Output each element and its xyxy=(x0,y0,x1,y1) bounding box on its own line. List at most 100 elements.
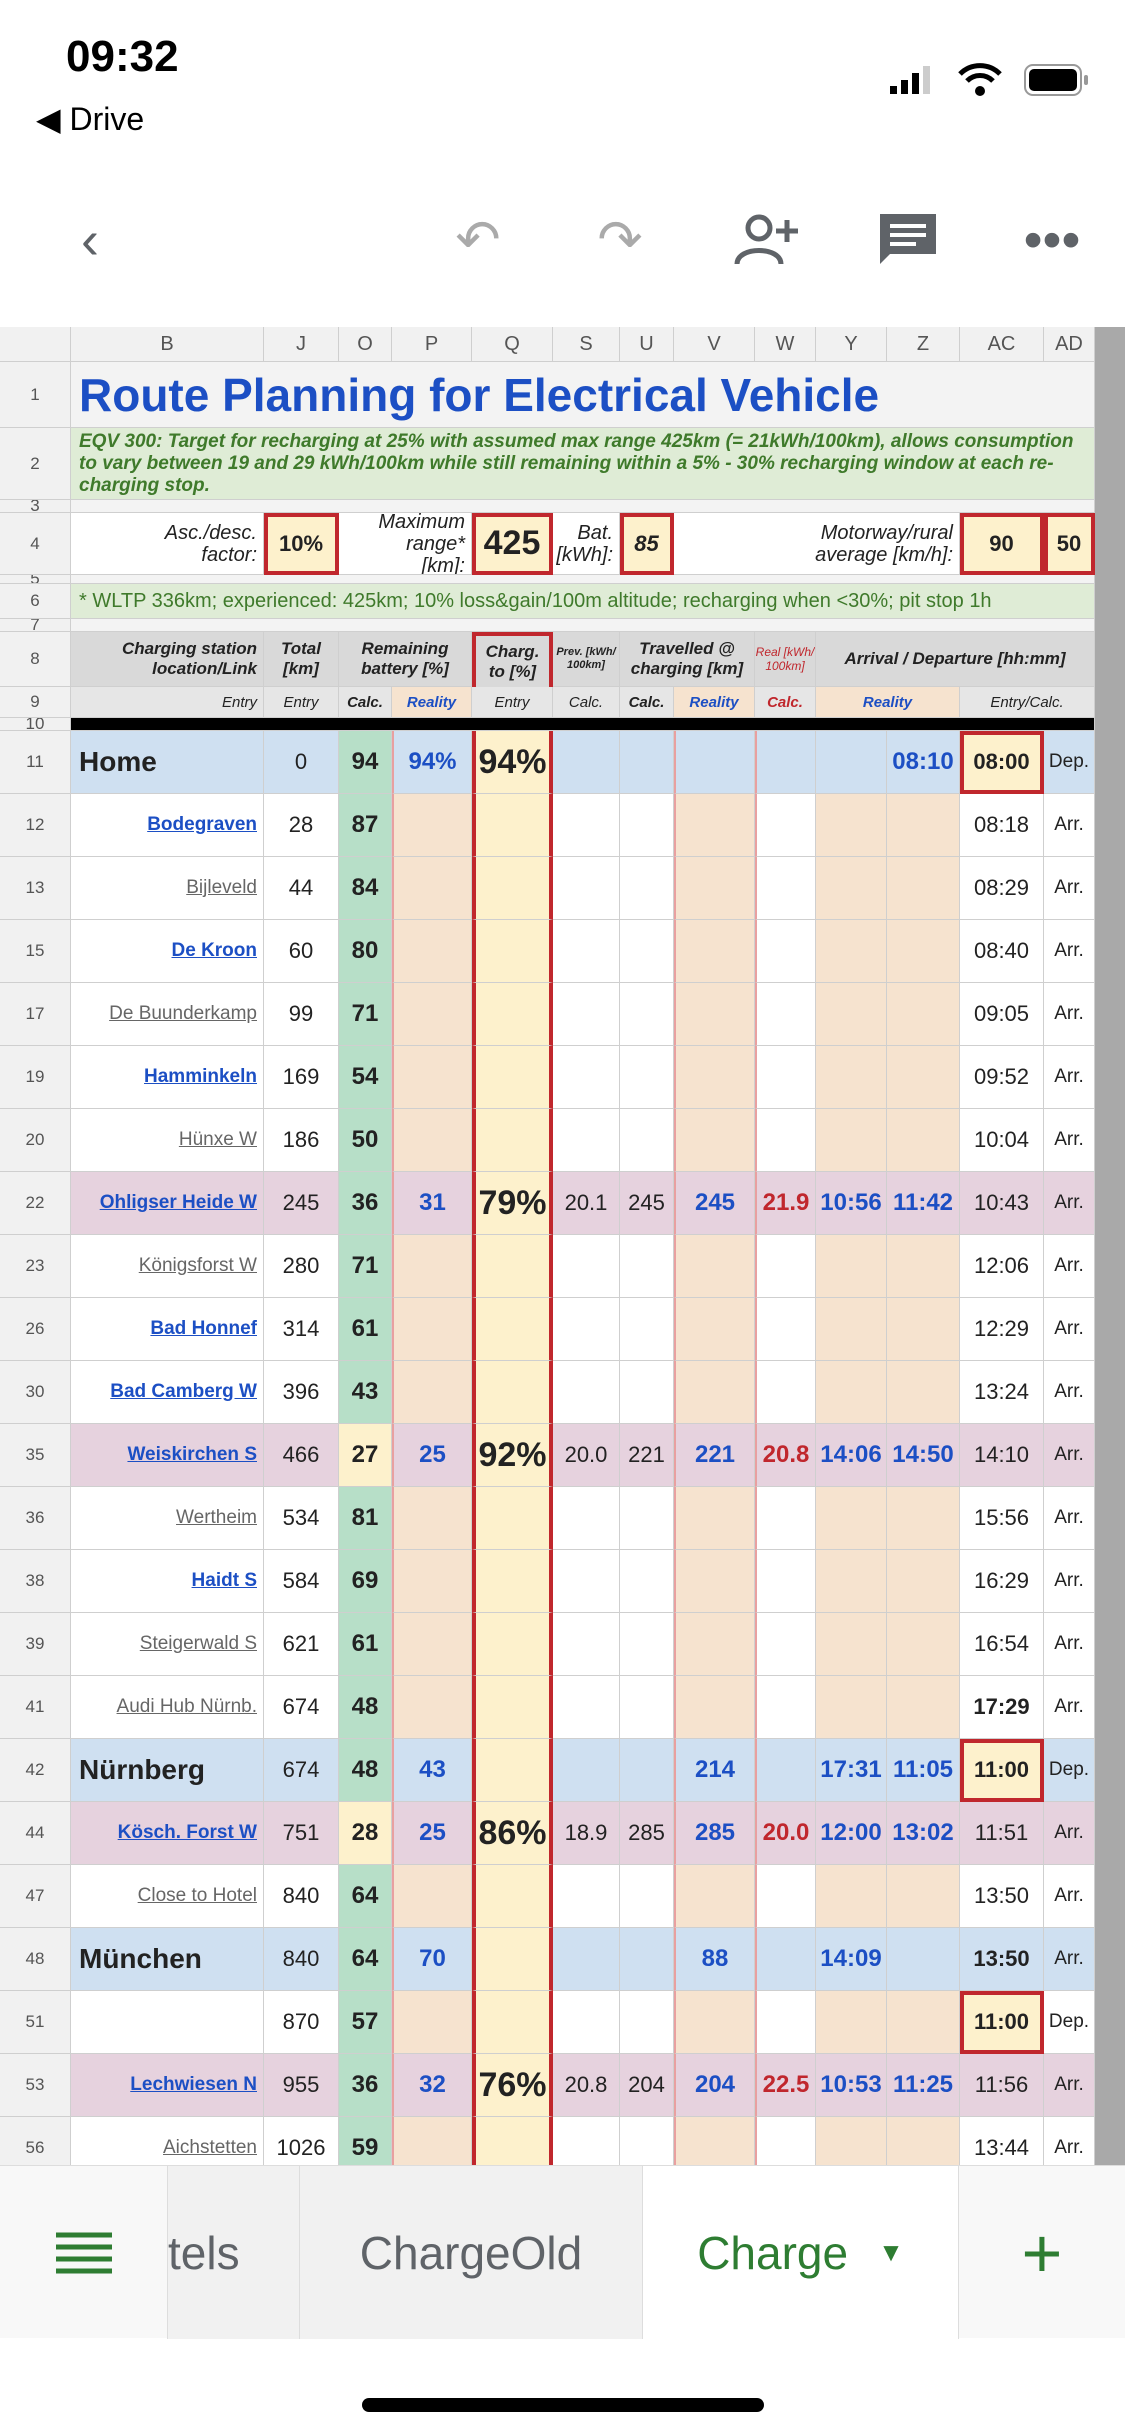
time-cell[interactable]: 11:56 xyxy=(960,2054,1044,2117)
cell-s[interactable] xyxy=(553,1739,620,1802)
cell-z[interactable] xyxy=(887,1235,960,1298)
cell-y[interactable] xyxy=(816,1613,887,1676)
cell-w[interactable] xyxy=(755,1676,816,1739)
cell-w[interactable] xyxy=(755,1739,816,1802)
cell-p[interactable] xyxy=(392,1109,472,1172)
cell-q[interactable] xyxy=(472,1046,553,1109)
time-cell[interactable]: 12:29 xyxy=(960,1298,1044,1361)
cell-s[interactable] xyxy=(553,794,620,857)
cell-s[interactable] xyxy=(553,1613,620,1676)
cell-y[interactable] xyxy=(816,920,887,983)
tab-hotels[interactable]: tels xyxy=(168,2166,300,2339)
scrollbar[interactable] xyxy=(1095,327,1125,2165)
column-header-B[interactable]: B xyxy=(71,327,264,362)
time-cell[interactable]: 13:24 xyxy=(960,1361,1044,1424)
cell-w[interactable]: 21.9 xyxy=(755,1172,816,1235)
column-header-J[interactable]: J xyxy=(264,327,339,362)
cell-q[interactable] xyxy=(472,1298,553,1361)
time-cell[interactable]: 09:52 xyxy=(960,1046,1044,1109)
cell-q[interactable] xyxy=(472,1613,553,1676)
cell-p[interactable]: 32 xyxy=(392,2054,472,2117)
cell-w[interactable] xyxy=(755,1487,816,1550)
time-cell[interactable]: 16:29 xyxy=(960,1550,1044,1613)
station-name[interactable]: De Kroon xyxy=(71,920,264,983)
cell-z[interactable] xyxy=(887,983,960,1046)
cell-y[interactable] xyxy=(816,1046,887,1109)
spreadsheet-grid[interactable]: BJOPQSUVWYZACAD12345678910Route Planning… xyxy=(0,327,1125,2165)
cell-w[interactable] xyxy=(755,2117,816,2165)
cell-v[interactable] xyxy=(674,1235,755,1298)
cell-y[interactable] xyxy=(816,1298,887,1361)
time-cell[interactable]: 13:50 xyxy=(960,1928,1044,1991)
cell-u[interactable] xyxy=(620,1991,674,2054)
cell-q[interactable] xyxy=(472,1550,553,1613)
cell-z[interactable] xyxy=(887,1865,960,1928)
cell-z[interactable]: 11:05 xyxy=(887,1739,960,1802)
cell-w[interactable] xyxy=(755,1046,816,1109)
cell-w[interactable] xyxy=(755,1298,816,1361)
more-icon[interactable]: ••• xyxy=(1023,210,1081,270)
cell-z[interactable]: 08:10 xyxy=(887,731,960,794)
cell-s[interactable] xyxy=(553,1298,620,1361)
cell-q[interactable] xyxy=(472,920,553,983)
cell-w[interactable] xyxy=(755,731,816,794)
cell-w[interactable] xyxy=(755,1361,816,1424)
cell-v[interactable] xyxy=(674,2117,755,2165)
cell-v[interactable] xyxy=(674,857,755,920)
cell-p[interactable] xyxy=(392,1991,472,2054)
cell-p[interactable]: 25 xyxy=(392,1424,472,1487)
station-name[interactable]: Kösch. Forst W xyxy=(71,1802,264,1865)
cell-v[interactable] xyxy=(674,1109,755,1172)
back-to-drive[interactable]: ◀ Drive xyxy=(36,101,145,137)
cell-v[interactable] xyxy=(674,1865,755,1928)
back-icon[interactable]: ‹ xyxy=(81,210,99,270)
cell-u[interactable] xyxy=(620,1235,674,1298)
cell-w[interactable]: 22.5 xyxy=(755,2054,816,2117)
add-person-icon[interactable] xyxy=(726,210,806,287)
cell-p[interactable] xyxy=(392,1865,472,1928)
station-name[interactable]: Steigerwald S xyxy=(71,1613,264,1676)
cell-z[interactable] xyxy=(887,794,960,857)
cell-z[interactable] xyxy=(887,1361,960,1424)
cell-p[interactable] xyxy=(392,2117,472,2165)
cell-s[interactable]: 20.1 xyxy=(553,1172,620,1235)
cell-q[interactable] xyxy=(472,983,553,1046)
station-name[interactable]: Wertheim xyxy=(71,1487,264,1550)
time-cell[interactable]: 08:29 xyxy=(960,857,1044,920)
cell-v[interactable] xyxy=(674,983,755,1046)
cell-y[interactable] xyxy=(816,857,887,920)
time-cell[interactable]: 09:05 xyxy=(960,983,1044,1046)
cell-s[interactable] xyxy=(553,1361,620,1424)
cell-s[interactable] xyxy=(553,1235,620,1298)
cell-w[interactable] xyxy=(755,1109,816,1172)
cell-p[interactable]: 94% xyxy=(392,731,472,794)
time-cell[interactable]: 13:44 xyxy=(960,2117,1044,2165)
column-header-Z[interactable]: Z xyxy=(887,327,960,362)
column-header-AD[interactable]: AD xyxy=(1044,327,1095,362)
cell-u[interactable] xyxy=(620,1109,674,1172)
cell-p[interactable] xyxy=(392,1613,472,1676)
time-cell[interactable]: 08:40 xyxy=(960,920,1044,983)
cell-s[interactable] xyxy=(553,1991,620,2054)
time-cell[interactable]: 10:04 xyxy=(960,1109,1044,1172)
cell-v[interactable] xyxy=(674,920,755,983)
station-name[interactable]: Bijleveld xyxy=(71,857,264,920)
cell-u[interactable] xyxy=(620,1865,674,1928)
cell-p[interactable] xyxy=(392,1235,472,1298)
cell-q[interactable]: 79% xyxy=(472,1172,553,1235)
column-header-AC[interactable]: AC xyxy=(960,327,1044,362)
cell-y[interactable] xyxy=(816,2117,887,2165)
cell-v[interactable] xyxy=(674,731,755,794)
cell-s[interactable] xyxy=(553,857,620,920)
cell-u[interactable]: 221 xyxy=(620,1424,674,1487)
cell-u[interactable]: 204 xyxy=(620,2054,674,2117)
cell-s[interactable] xyxy=(553,1487,620,1550)
cell-p[interactable]: 25 xyxy=(392,1802,472,1865)
station-name[interactable]: Bad Camberg W xyxy=(71,1361,264,1424)
cell-p[interactable]: 43 xyxy=(392,1739,472,1802)
cell-u[interactable] xyxy=(620,1613,674,1676)
cell-v[interactable]: 204 xyxy=(674,2054,755,2117)
cell-y[interactable] xyxy=(816,1235,887,1298)
cell-s[interactable] xyxy=(553,1109,620,1172)
cell-v[interactable] xyxy=(674,1613,755,1676)
